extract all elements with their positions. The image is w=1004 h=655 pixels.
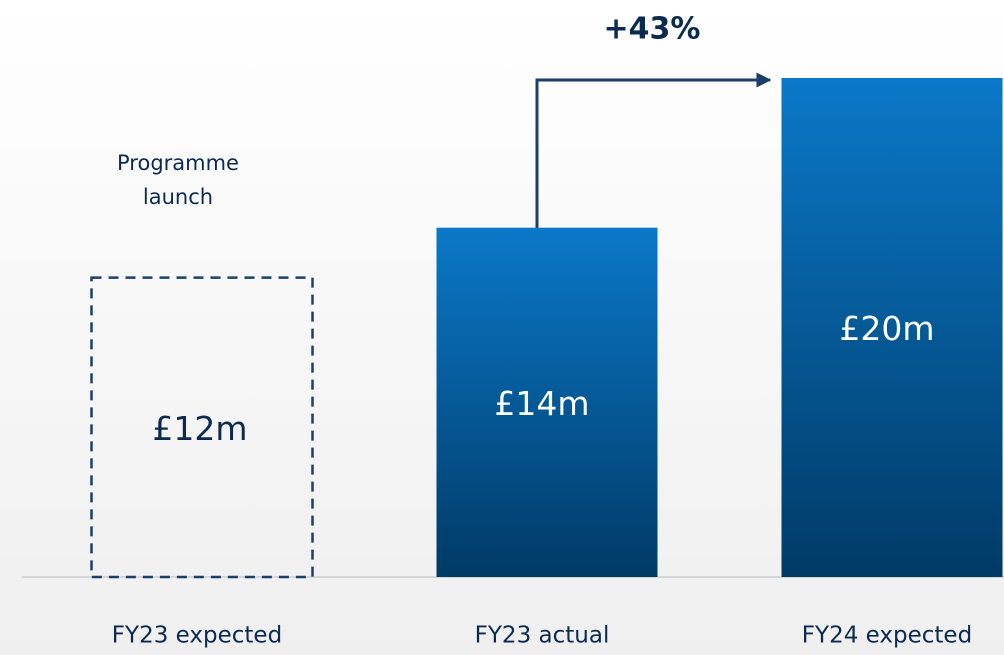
- bar: [436, 227, 658, 577]
- x-tick-label: FY23 actual: [475, 623, 610, 649]
- x-tick-label: FY23 expected: [112, 623, 282, 649]
- value-label: £12m: [152, 409, 247, 448]
- bar: [781, 78, 1003, 577]
- x-tick-label: FY24 expected: [802, 623, 972, 649]
- value-label: £20m: [839, 309, 934, 348]
- bar: [90, 276, 314, 579]
- annotation: Programme launch: [117, 151, 239, 209]
- growth-label: +43%: [604, 12, 701, 47]
- growth-arrow: [535, 72, 772, 228]
- value-label: £14m: [494, 384, 589, 423]
